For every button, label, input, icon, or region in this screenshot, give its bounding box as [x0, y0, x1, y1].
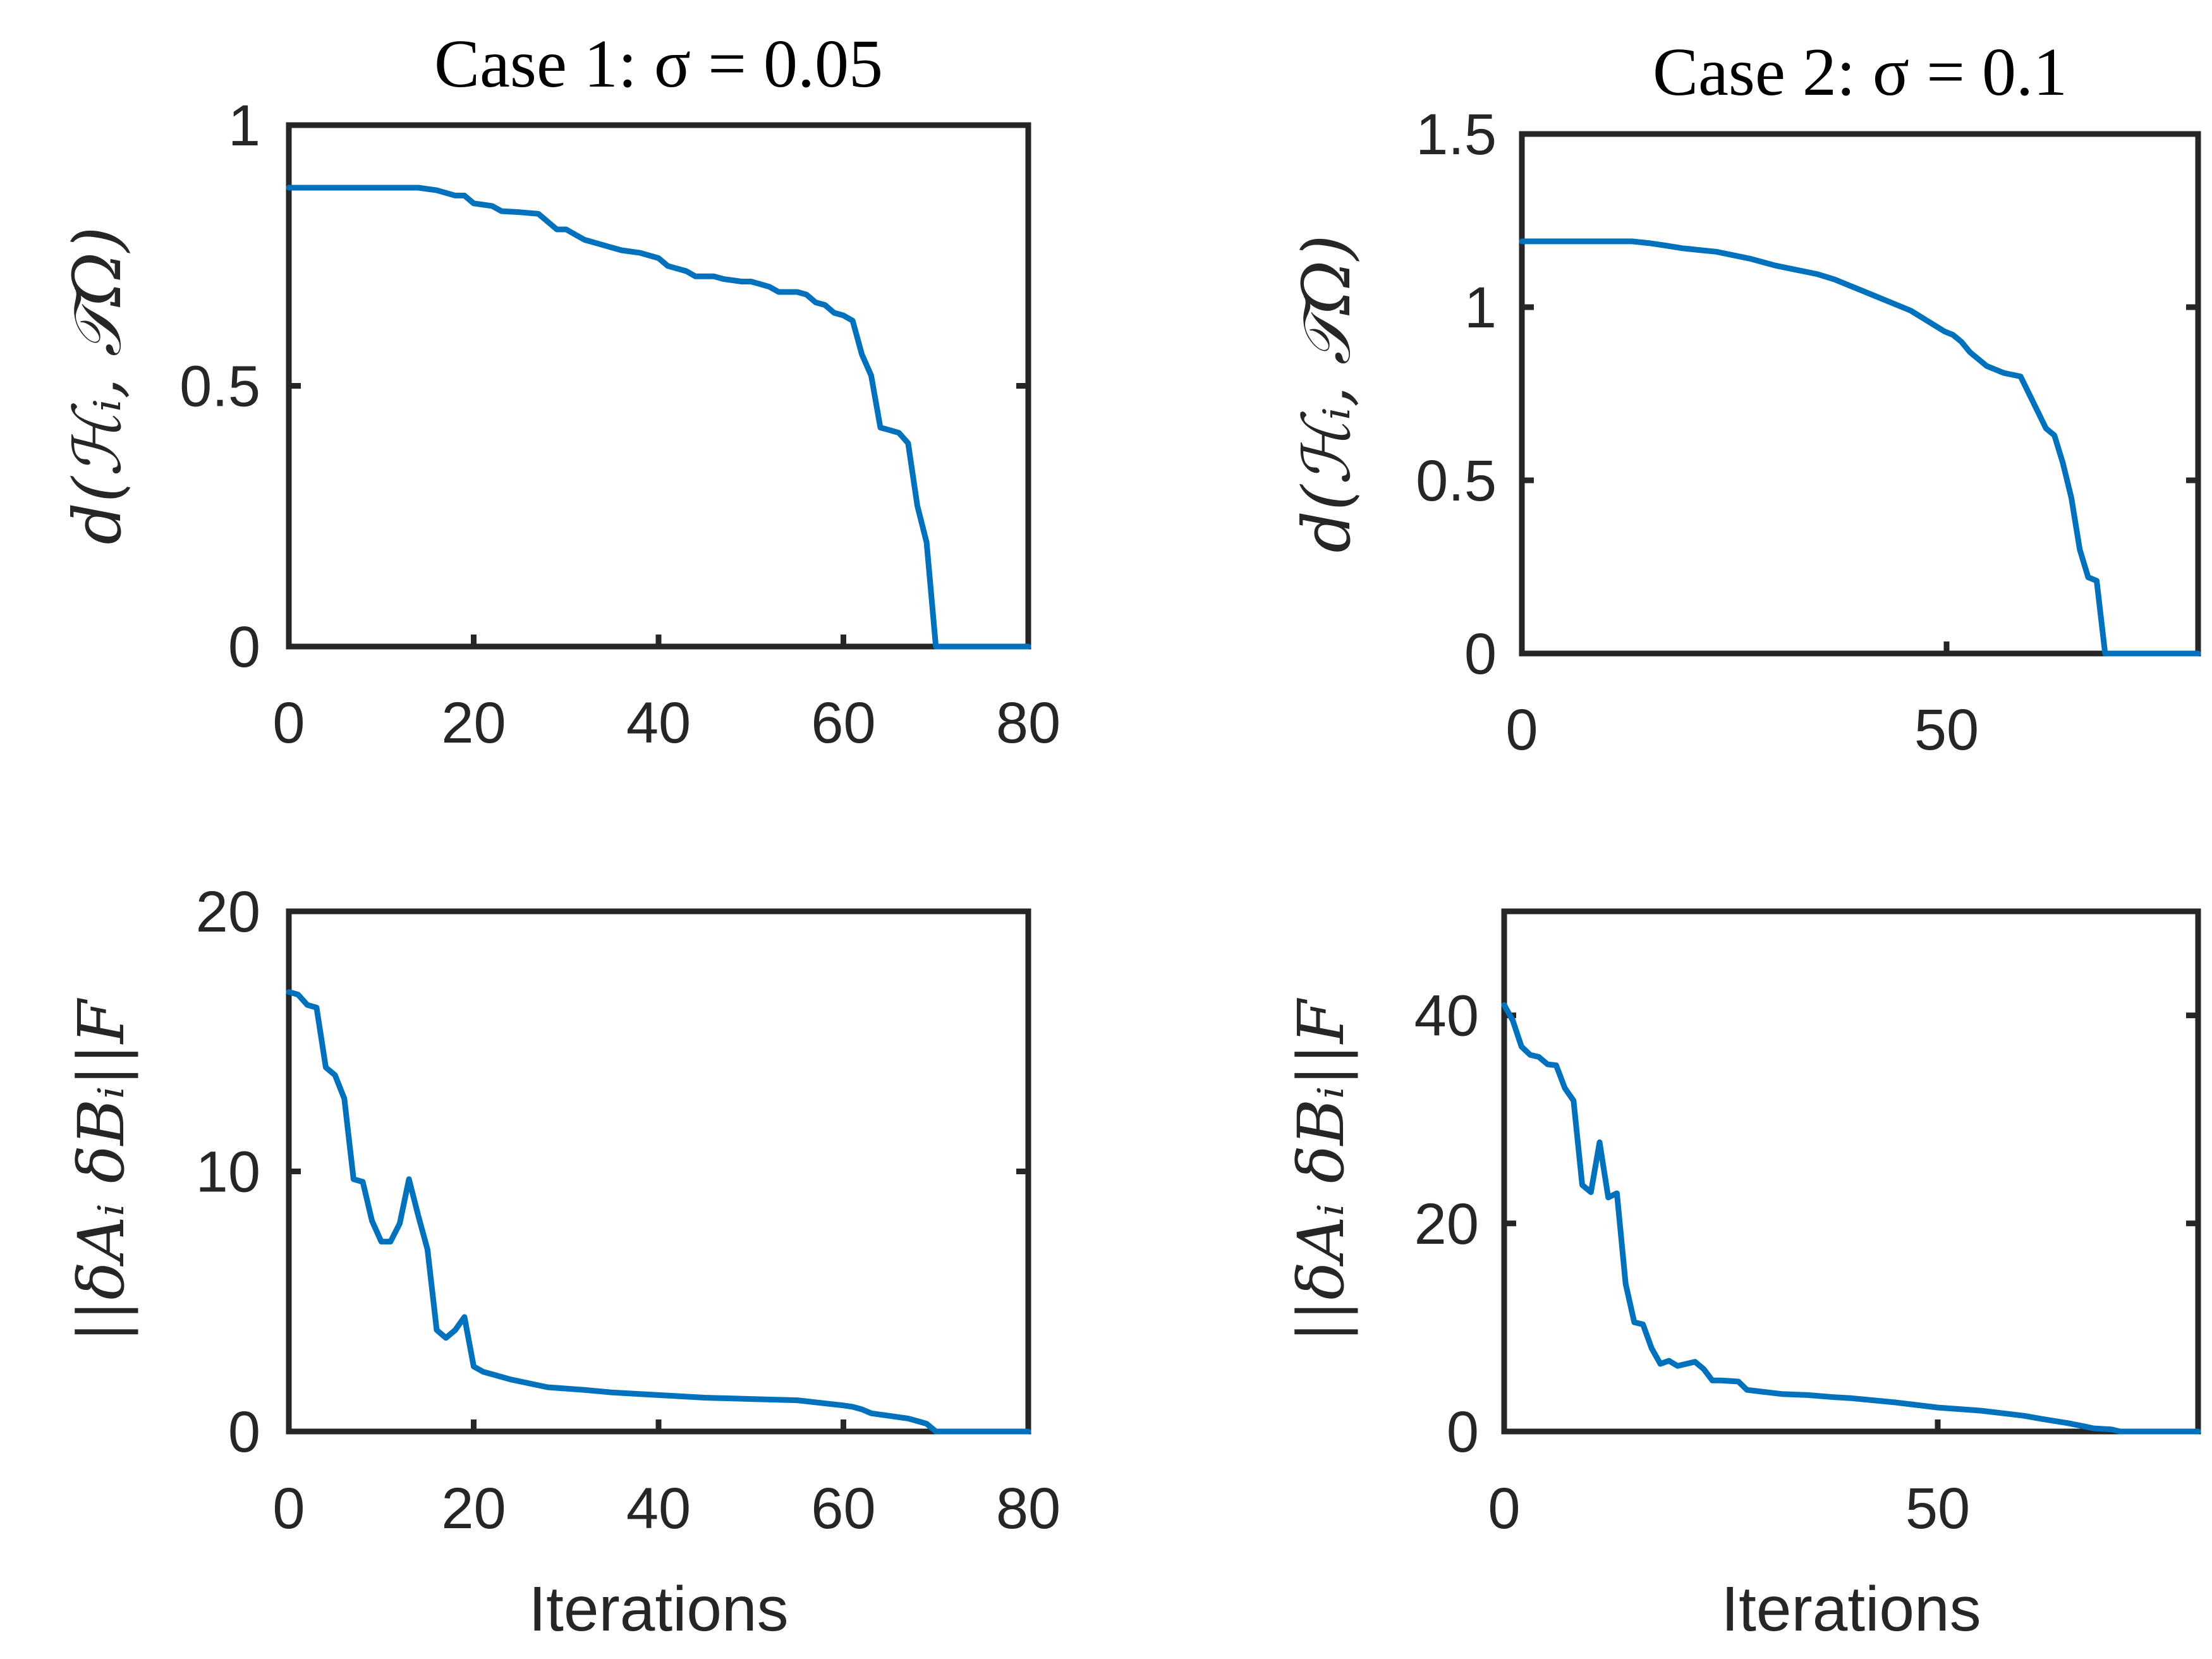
x-tick: 40 [626, 635, 691, 755]
x-tick: 20 [441, 1419, 506, 1541]
y-tick-label: 1 [228, 94, 260, 158]
y-tick-label: 0.5 [1416, 449, 1497, 513]
x-axis-label: Iterations [1721, 1574, 1981, 1644]
y-tick-label: 10 [196, 1140, 260, 1205]
x-tick: 60 [811, 1419, 876, 1541]
x-tick-label: 20 [441, 1476, 506, 1541]
y-ticks: 0 0.5 1 1.5 [1416, 102, 2198, 686]
y-tick-label: 20 [196, 880, 260, 944]
chart-title: Case 1: σ = 0.05 [434, 27, 883, 102]
y-ticks: 0 0.5 1 [179, 94, 1028, 679]
y-tick-label: 0.5 [179, 355, 260, 419]
y-tick: 1 [228, 94, 1028, 158]
x-tick: 80 [996, 1419, 1060, 1541]
x-tick: 20 [441, 635, 506, 755]
y-ticks: 0 10 20 [196, 880, 1028, 1464]
x-tick-label: 60 [811, 1476, 875, 1541]
x-tick: 0 [1505, 641, 1538, 762]
x-tick-label: 80 [996, 1476, 1060, 1541]
x-tick: 0 [1488, 1419, 1521, 1541]
x-tick: 80 [996, 635, 1060, 755]
y-tick-label: 40 [1414, 984, 1479, 1048]
y-tick: 40 [1414, 984, 2198, 1048]
y-ticks: 0 20 40 [1414, 984, 2198, 1464]
x-tick: 0 [272, 1419, 305, 1541]
x-tick: 40 [626, 1419, 691, 1541]
y-axis-label: ||δAᵢ δBᵢ||F [64, 997, 138, 1342]
panel-case2-distance: Case 2: σ = 0.1 d(ℋᵢ, 𝒯Ω) 0 50 0 0.5 1 1… [1288, 35, 2201, 762]
x-tick-label: 50 [1905, 1476, 1970, 1541]
y-tick-label: 20 [1414, 1192, 1479, 1256]
y-tick: 20 [196, 880, 1028, 944]
y-tick: 0.5 [179, 355, 1028, 419]
series-line [1501, 1002, 2201, 1435]
chart-title: Case 2: σ = 0.1 [1653, 35, 2067, 110]
x-ticks: 0 20 40 60 80 [272, 1419, 1060, 1541]
x-tick: 60 [811, 635, 876, 755]
y-tick: 10 [196, 1140, 1028, 1205]
x-tick: 50 [1914, 641, 1979, 762]
axes-frame [286, 122, 1031, 650]
y-tick-label: 0 [1464, 622, 1497, 686]
x-tick-label: 50 [1914, 698, 1979, 762]
y-tick-label: 1 [1464, 276, 1497, 340]
x-tick-label: 0 [1505, 698, 1538, 762]
x-ticks: 0 50 [1488, 1419, 1970, 1541]
x-tick-label: 40 [626, 1476, 691, 1541]
series-line [286, 989, 1031, 1435]
x-tick: 50 [1905, 1419, 1970, 1541]
y-tick: 0.5 [1416, 449, 2198, 513]
series-line [286, 185, 1031, 650]
x-tick-label: 60 [811, 691, 875, 755]
y-axis-label: ||δAᵢ δBᵢ||F [1284, 997, 1358, 1342]
panel-case1-distance: Case 1: σ = 0.05 d(ℋᵢ, 𝒯Ω) 0 20 40 60 80… [59, 27, 1060, 755]
y-tick-label: 0 [228, 1400, 260, 1464]
x-tick-label: 0 [1488, 1476, 1520, 1541]
axes-frame [1501, 908, 2201, 1435]
y-tick: 0 [228, 615, 1028, 679]
y-axis-label: d(ℋᵢ, 𝒯Ω) [59, 226, 136, 544]
x-tick-label: 20 [441, 691, 506, 755]
x-ticks: 0 20 40 60 80 [272, 635, 1060, 755]
axes-frame [1519, 131, 2201, 657]
y-tick: 20 [1414, 1192, 2198, 1256]
x-tick-label: 0 [272, 1476, 305, 1541]
x-tick-label: 0 [272, 691, 305, 755]
x-axis-label: Iterations [528, 1574, 788, 1644]
y-tick: 1.5 [1416, 102, 2198, 167]
x-tick: 0 [272, 635, 305, 755]
panel-case1-norm: ||δAᵢ δBᵢ||F Iterations 0 20 40 60 80 0 … [64, 880, 1060, 1644]
y-tick-label: 0 [228, 615, 260, 679]
y-tick-label: 0 [1447, 1400, 1479, 1464]
x-tick-label: 40 [626, 691, 691, 755]
panel-case2-norm: ||δAᵢ δBᵢ||F Iterations 0 50 0 20 40 [1284, 908, 2201, 1644]
x-ticks: 0 50 [1505, 641, 1979, 762]
series-line [1519, 238, 2201, 657]
y-tick: 1 [1464, 276, 2198, 340]
y-tick-label: 1.5 [1416, 102, 1497, 167]
y-axis-label: d(ℋᵢ, 𝒯Ω) [1288, 234, 1365, 552]
y-tick: 0 [1447, 1400, 2198, 1464]
x-tick-label: 80 [996, 691, 1060, 755]
axes-frame [286, 908, 1031, 1435]
